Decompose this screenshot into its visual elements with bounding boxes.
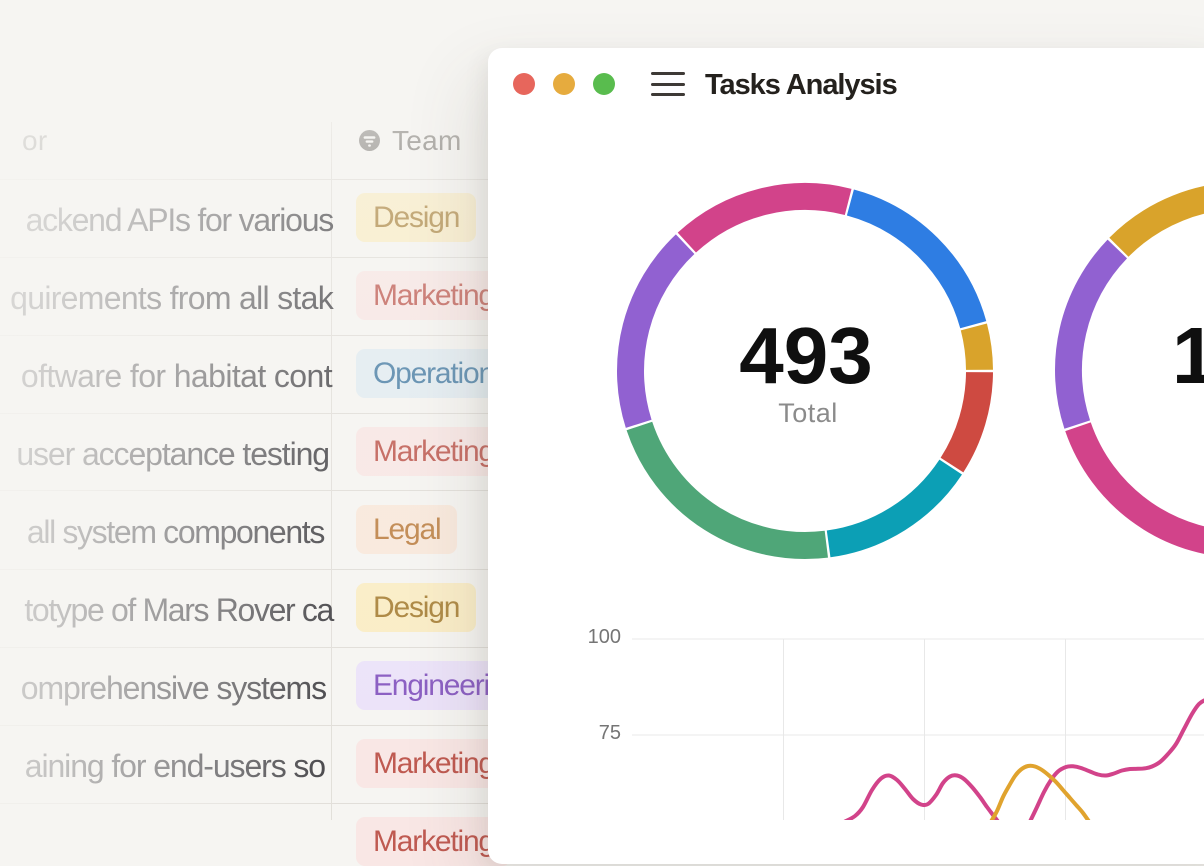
svg-text:100: 100 bbox=[588, 626, 621, 648]
svg-text:75: 75 bbox=[599, 722, 621, 744]
svg-text:493: 493 bbox=[739, 311, 872, 400]
svg-text:Total: Total bbox=[778, 398, 838, 428]
svg-text:1204: 1204 bbox=[1172, 311, 1204, 400]
